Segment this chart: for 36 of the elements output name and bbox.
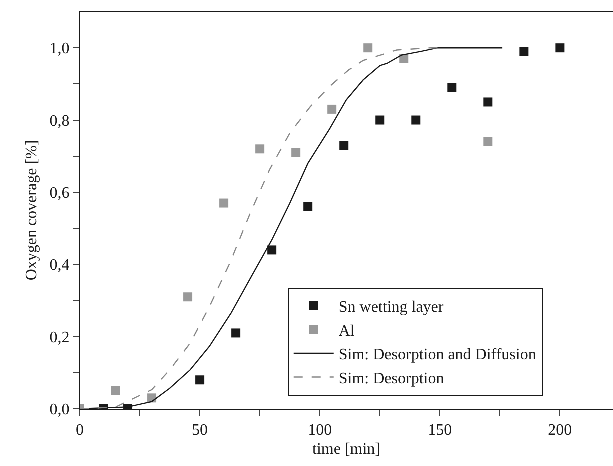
- legend-label: Al: [338, 322, 356, 340]
- x-tick-label: 0: [76, 422, 84, 440]
- legend-label: Sn wetting layer: [338, 299, 444, 316]
- point: [448, 83, 457, 92]
- point: [184, 292, 193, 302]
- point: [376, 116, 385, 125]
- y-tick-label: 0,0: [50, 402, 70, 419]
- y-tick-label: 0,6: [50, 185, 70, 202]
- y-tick-label: 1,0: [50, 40, 70, 58]
- point: [484, 98, 493, 107]
- point: [484, 137, 493, 146]
- point: [232, 328, 241, 338]
- y-tick-label: 0,4: [50, 257, 70, 274]
- y-tick-label: 0,8: [50, 112, 70, 130]
- y-tick-label: 0,2: [50, 329, 70, 346]
- legend-label: Sim: Desorption and Diffusion: [338, 346, 536, 364]
- point: [340, 141, 349, 150]
- x-tick-label: 200: [548, 422, 572, 440]
- point: [304, 202, 313, 212]
- x-tick-label: 150: [428, 422, 452, 440]
- y-axis-title: Oxygen coverage [%]: [24, 140, 41, 281]
- point: [256, 144, 265, 154]
- point: [268, 246, 277, 255]
- x-axis-title: time [min]: [312, 440, 380, 458]
- point: [520, 47, 529, 56]
- point: [412, 116, 421, 125]
- legend-label: Sim: Desorption: [338, 370, 444, 388]
- point: [112, 386, 121, 396]
- x-tick-label: 100: [308, 422, 332, 440]
- point: [196, 376, 205, 385]
- point: [328, 104, 337, 114]
- point: [556, 44, 565, 53]
- point: [364, 44, 373, 53]
- point: [220, 198, 229, 208]
- x-tick-label: 50: [192, 422, 208, 440]
- point: [292, 148, 301, 158]
